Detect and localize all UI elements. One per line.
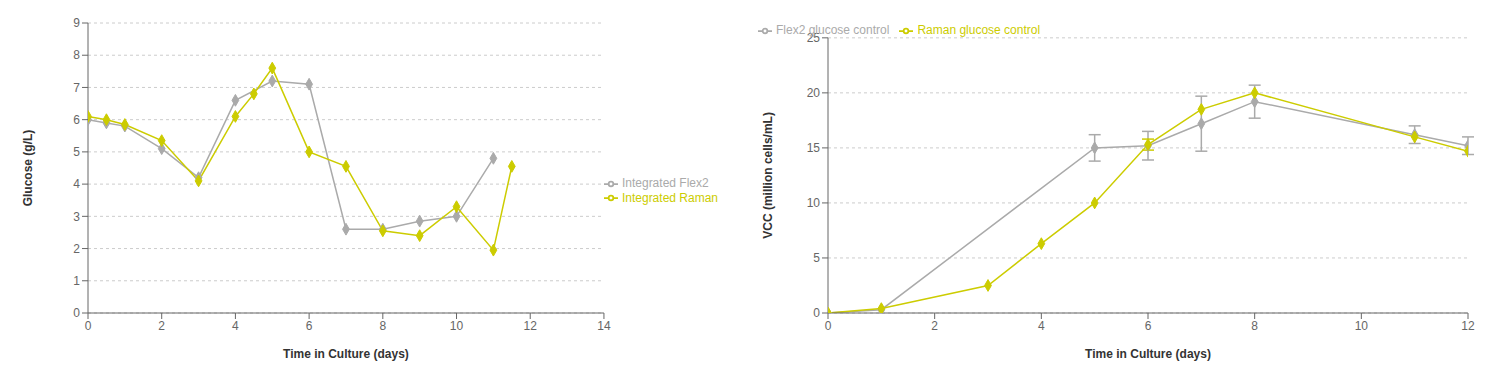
svg-text:VCC (million cells/mL): VCC (million cells/mL) [761, 112, 775, 239]
svg-text:10: 10 [450, 319, 464, 333]
svg-text:5: 5 [813, 251, 820, 265]
svg-text:8: 8 [1251, 319, 1258, 333]
svg-text:2: 2 [73, 242, 80, 256]
svg-text:2: 2 [158, 319, 165, 333]
svg-text:Time in Culture (days): Time in Culture (days) [283, 347, 409, 361]
svg-text:10: 10 [1355, 319, 1369, 333]
svg-text:4: 4 [73, 177, 80, 191]
svg-text:9: 9 [73, 16, 80, 30]
svg-text:0: 0 [813, 306, 820, 320]
svg-text:7: 7 [73, 81, 80, 95]
svg-text:0: 0 [825, 319, 832, 333]
svg-text:6: 6 [1145, 319, 1152, 333]
svg-text:Glucose (g/L): Glucose (g/L) [21, 130, 35, 207]
svg-text:0: 0 [73, 306, 80, 320]
svg-text:1: 1 [73, 274, 80, 288]
svg-text:4: 4 [232, 319, 239, 333]
svg-text:6: 6 [306, 319, 313, 333]
svg-text:12: 12 [1461, 319, 1475, 333]
svg-text:10: 10 [807, 196, 821, 210]
svg-text:25: 25 [807, 31, 821, 45]
svg-text:4: 4 [1038, 319, 1045, 333]
svg-text:14: 14 [597, 319, 611, 333]
svg-text:15: 15 [807, 141, 821, 155]
svg-text:12: 12 [524, 319, 538, 333]
svg-text:Time in Culture (days): Time in Culture (days) [1085, 347, 1211, 361]
svg-text:2: 2 [931, 319, 938, 333]
svg-text:6: 6 [73, 113, 80, 127]
svg-text:0: 0 [85, 319, 92, 333]
svg-text:20: 20 [807, 86, 821, 100]
svg-text:5: 5 [73, 145, 80, 159]
svg-text:3: 3 [73, 210, 80, 224]
svg-text:8: 8 [73, 48, 80, 62]
svg-text:8: 8 [379, 319, 386, 333]
